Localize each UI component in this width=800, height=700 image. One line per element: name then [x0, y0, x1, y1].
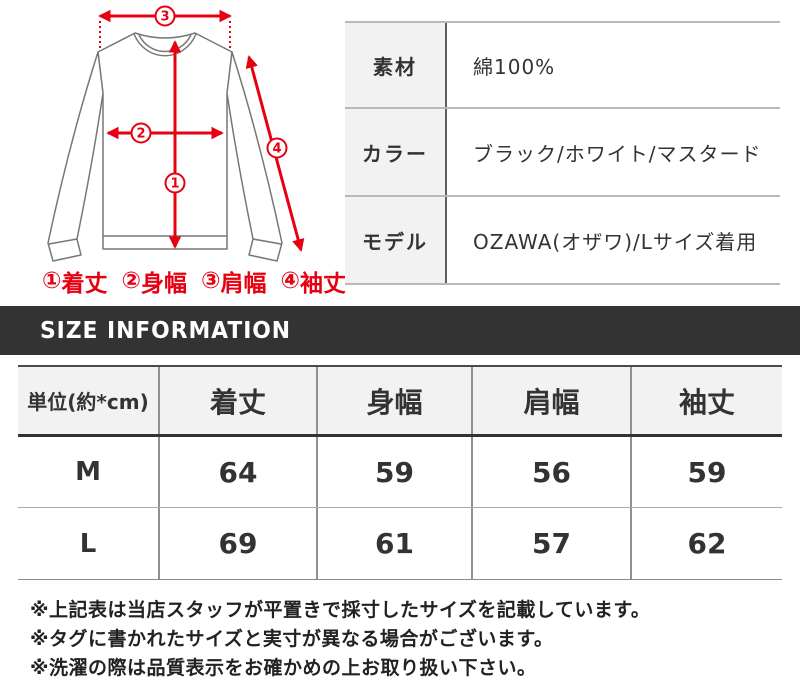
size-information-banner: SIZE INFORMATION — [0, 306, 800, 355]
badge-num-2: 2 — [136, 127, 145, 142]
size-table-unit-header: 単位(約*cm) — [18, 367, 160, 434]
size-m-body-length: 64 — [160, 437, 318, 507]
spec-value-model: OZAWA(オザワ)/Lサイズ着用 — [473, 229, 758, 254]
legend-label-3: 肩幅 — [220, 271, 267, 297]
legend-num-1: ① — [42, 268, 62, 294]
measurement-badges: 1 2 3 4 — [130, 5, 288, 194]
size-m-shoulder-width: 56 — [473, 437, 632, 507]
spec-value-material: 綿100% — [473, 54, 556, 79]
note-measured-flat: ※上記表は当店スタッフが平置きで採寸したサイズを記載しています。 — [30, 599, 651, 621]
legend-item-4: ④ 袖丈 — [280, 264, 345, 298]
legend-label-1: 着丈 — [61, 271, 108, 297]
badge-circle-2 — [130, 122, 152, 144]
shirt-torso — [97, 32, 233, 250]
size-table-col-shoulder-width: 肩幅 — [473, 367, 632, 434]
shirt-outline — [47, 32, 283, 262]
shirt-measurement-diagram: 1 2 3 4 — [47, 5, 305, 262]
size-l-sleeve-length: 62 — [687, 527, 727, 560]
size-table-col-body-length: 着丈 — [160, 367, 318, 434]
note-washing-care: ※洗濯の際は品質表示をお確かめの上お取り扱い下さい。 — [30, 657, 537, 679]
legend-item-3: ③ 肩幅 — [201, 264, 266, 298]
legend-label-2: 身幅 — [140, 271, 187, 297]
legend-num-4: ④ — [280, 268, 300, 294]
size-table-row-l: L 69 61 57 62 — [18, 508, 782, 579]
size-l-body-length: 69 — [160, 508, 318, 579]
product-spec-table: 素材 綿100% カラー ブラック/ホワイト/マスタード モデル OZAWA(オ… — [345, 21, 780, 285]
size-table-row-m: M 64 59 56 59 — [18, 437, 782, 508]
legend-item-1: ① 着丈 — [42, 264, 107, 298]
shirt-left-cuff-line — [48, 238, 78, 245]
shirt-collar-outer — [133, 33, 197, 57]
spec-value-color: ブラック/ホワイト/マスタード — [473, 141, 762, 166]
badge-circle-4 — [266, 137, 288, 159]
legend-item-2: ② 身幅 — [121, 264, 186, 298]
measurement-legend: ① 着丈 ② 身幅 ③ 肩幅 ④ 袖丈 — [42, 264, 352, 298]
shirt-collar-inner — [138, 34, 192, 53]
legend-label-4: 袖丈 — [299, 271, 346, 297]
size-l-label: L — [18, 508, 160, 579]
shirt-left-sleeve — [47, 51, 104, 262]
spec-label-color: カラー — [345, 109, 447, 195]
spec-row-color: カラー ブラック/ホワイト/マスタード — [345, 109, 780, 197]
size-m-label: M — [18, 437, 160, 507]
spec-row-material: 素材 綿100% — [345, 21, 780, 109]
badge-circle-1 — [164, 172, 186, 194]
notes-section: ※上記表は当店スタッフが平置きで採寸したサイズを記載しています。 ※タグに書かれ… — [30, 596, 770, 683]
legend-num-2: ② — [121, 268, 141, 294]
legend-num-3: ③ — [200, 268, 221, 294]
note-tag-size-differ: ※タグに書かれたサイズと実寸が異なる場合がございます。 — [30, 628, 554, 650]
size-l-body-width: 61 — [318, 508, 473, 579]
size-l-shoulder-width: 57 — [473, 508, 632, 579]
badge-num-1: 1 — [170, 177, 179, 192]
badge-num-3: 3 — [160, 10, 169, 25]
size-table-col-sleeve-length: 袖丈 — [678, 385, 735, 419]
spec-row-model: モデル OZAWA(オザワ)/Lサイズ着用 — [345, 197, 780, 285]
spec-label-model: モデル — [345, 197, 447, 283]
badge-circle-3 — [154, 5, 176, 27]
spec-label-material: 素材 — [345, 23, 447, 107]
size-m-body-width: 59 — [318, 437, 473, 507]
size-m-sleeve-length: 59 — [687, 455, 727, 489]
badge-num-4: 4 — [272, 142, 281, 157]
size-table-col-body-width: 身幅 — [318, 367, 473, 434]
size-table: 単位(約*cm) 着丈 身幅 肩幅 袖丈 M 64 59 56 59 L 69 … — [18, 365, 782, 580]
size-table-header-row: 単位(約*cm) 着丈 身幅 肩幅 袖丈 — [18, 367, 782, 437]
banner-title: SIZE INFORMATION — [40, 317, 292, 344]
